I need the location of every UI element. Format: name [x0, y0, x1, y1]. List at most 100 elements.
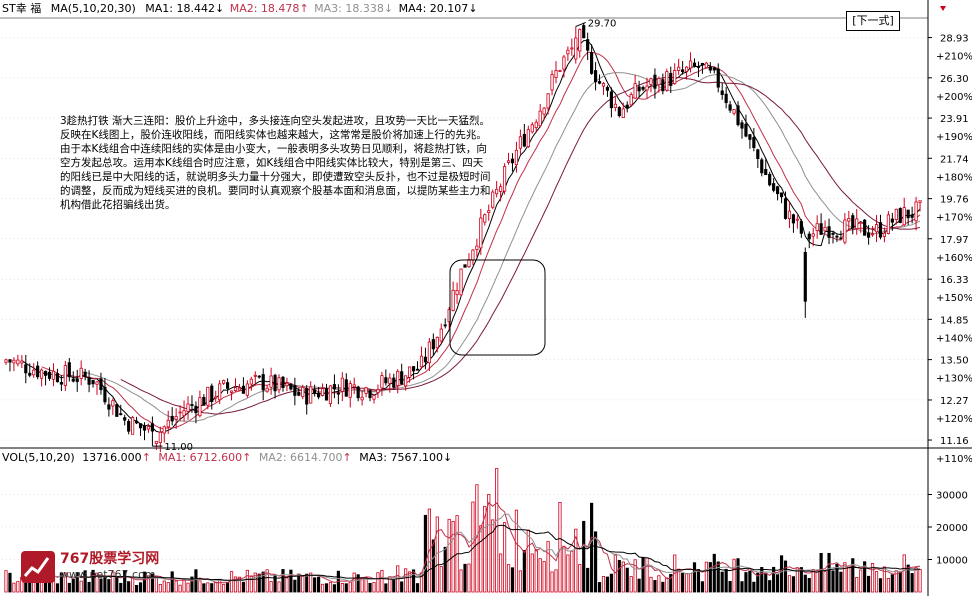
volume-bar: [795, 567, 799, 593]
volume-bar: [550, 571, 554, 593]
vol-ma2-arrow: ↑: [342, 451, 352, 464]
candle-body: [483, 214, 487, 223]
candle-body: [495, 188, 499, 195]
volume-bar: [313, 577, 317, 593]
candle-body: [79, 367, 83, 379]
percent-tick-label: +130%: [936, 374, 972, 385]
volume-bar: [71, 578, 75, 593]
candle-body: [684, 66, 689, 72]
volume-bar: [79, 580, 83, 593]
candle-body: [886, 214, 890, 234]
candle-body: [894, 208, 898, 220]
high-marker-line: [575, 21, 586, 27]
candle-body: [633, 83, 637, 99]
volume-bar: [479, 525, 483, 593]
volume-bar: [392, 579, 396, 593]
price-tick-label: 21.74: [940, 154, 969, 165]
candle-body: [313, 389, 317, 394]
volume-bar: [815, 570, 819, 593]
candle-body: [878, 222, 883, 238]
volume-bar: [162, 580, 166, 593]
candle-body: [720, 90, 724, 95]
volume-bar: [229, 571, 234, 593]
candle-body: [744, 123, 748, 137]
candle-body: [455, 289, 459, 295]
ma20-line: [81, 71, 921, 422]
volume-bar: [574, 528, 578, 593]
volume-bar: [253, 572, 257, 593]
candle-body: [795, 218, 799, 221]
candle-body: [554, 70, 558, 78]
candle-body: [396, 370, 400, 386]
percent-tick-label: +190%: [936, 132, 972, 143]
volume-bar: [411, 569, 416, 593]
candle-body: [586, 39, 590, 51]
candle-body: [4, 359, 8, 363]
candle-body: [134, 420, 139, 424]
candle-body: [641, 86, 645, 90]
volume-bar: [910, 573, 914, 593]
volume-bar: [502, 522, 507, 593]
vol-ma1: MA1: 6712.600: [158, 451, 243, 464]
volume-bar: [625, 567, 629, 593]
candle-body: [863, 219, 867, 236]
volume-bar: [641, 556, 645, 593]
ma3-value: MA3: 18.338: [314, 2, 384, 15]
candle-body: [237, 387, 242, 391]
candle-body: [63, 365, 67, 387]
candle-body: [269, 375, 273, 388]
volume-tick-label: 20000: [936, 523, 968, 534]
candle-body: [320, 388, 325, 396]
candle-body: [103, 386, 107, 403]
volume-bar: [245, 569, 249, 593]
volume-bar: [874, 571, 879, 593]
candle-body: [344, 379, 348, 397]
candle-body: [261, 374, 265, 391]
volume-bar: [281, 569, 285, 593]
volume-bar: [170, 571, 174, 593]
volume-bar: [886, 578, 890, 593]
candle-body: [364, 387, 368, 394]
candle-body: [526, 129, 530, 148]
candle-body: [712, 67, 716, 71]
price-tick-label: 28.93: [940, 34, 969, 45]
candle-body: [400, 371, 404, 385]
candle-body: [570, 47, 574, 50]
volume-header: VOL(5,10,20) 13716.000↑ MA1: 6712.600↑ M…: [2, 451, 452, 465]
candle-body: [194, 405, 198, 414]
next-pattern-button[interactable]: [下一式]: [846, 11, 900, 31]
volume-bar: [601, 575, 606, 593]
candle-body: [186, 403, 190, 412]
vol-label: VOL(5,10,20): [2, 451, 75, 464]
volume-bar: [400, 581, 404, 593]
volume-bar: [301, 576, 305, 593]
candle-body: [198, 397, 202, 417]
candle-body: [669, 72, 673, 86]
volume-bar: [16, 581, 20, 593]
volume-bar: [467, 563, 471, 593]
volume-bar: [293, 579, 297, 593]
candle-body: [847, 218, 851, 222]
candle-body: [392, 377, 396, 388]
volume-bar: [174, 580, 178, 593]
ma1-value: MA1: 18.442: [145, 2, 215, 15]
candle-body: [115, 404, 119, 417]
volume-bar: [348, 581, 352, 593]
candle-body: [206, 386, 210, 406]
volume-bar: [134, 584, 139, 593]
volume-bar: [4, 570, 8, 593]
candle-body: [408, 366, 412, 378]
candle-body: [71, 378, 75, 382]
candle-body: [404, 375, 408, 387]
candle-body: [439, 328, 443, 342]
candle-body: [475, 245, 479, 250]
candle-body: [154, 441, 158, 445]
axis-scroll-icon: [940, 6, 946, 11]
volume-bar: [736, 558, 740, 593]
volume-bar: [728, 580, 732, 593]
volume-bar: [368, 582, 372, 593]
candle-body: [538, 110, 542, 127]
candle-body: [301, 386, 305, 397]
candle-body: [43, 370, 48, 376]
candle-body: [281, 376, 285, 388]
